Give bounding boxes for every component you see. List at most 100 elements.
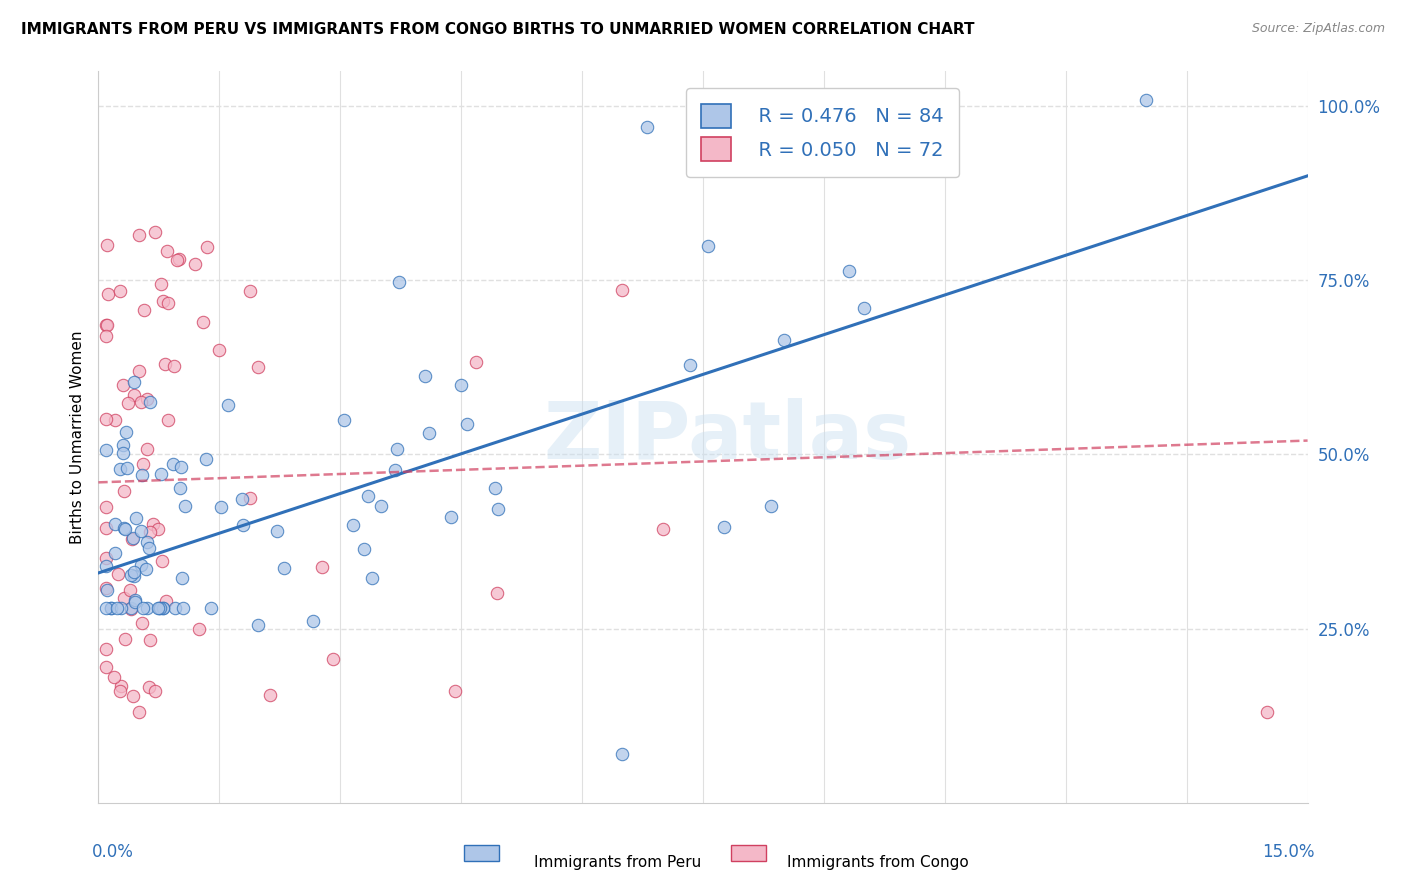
Point	[153, 357, 176, 371]
Point	[136, 534, 159, 549]
Point	[173, 499, 195, 513]
Point	[132, 457, 155, 471]
Point	[96, 442, 118, 457]
Point	[143, 684, 166, 698]
Point	[132, 600, 155, 615]
Point	[1256, 705, 1278, 719]
Legend:   R = 0.476   N = 84,   R = 0.050   N = 72: R = 0.476 N = 84, R = 0.050 N = 72	[686, 88, 959, 177]
Point	[146, 600, 169, 615]
Point	[152, 294, 174, 309]
Point	[465, 355, 488, 369]
Point	[118, 582, 141, 597]
Point	[103, 670, 125, 684]
Point	[96, 328, 118, 343]
Point	[370, 500, 392, 514]
Point	[120, 568, 142, 582]
Text: Source: ZipAtlas.com: Source: ZipAtlas.com	[1251, 22, 1385, 36]
Point	[184, 257, 207, 271]
Point	[838, 263, 860, 277]
Point	[121, 532, 143, 546]
Point	[759, 500, 782, 514]
Point	[112, 446, 135, 460]
Point	[96, 600, 118, 615]
Point	[166, 252, 188, 267]
Point	[117, 461, 139, 475]
Point	[342, 517, 364, 532]
Point	[149, 600, 172, 615]
Point	[149, 277, 172, 291]
Point	[484, 481, 506, 495]
Point	[110, 679, 132, 693]
Point	[121, 689, 143, 703]
Point	[96, 581, 118, 595]
Point	[169, 481, 191, 495]
Point	[152, 600, 174, 615]
Point	[146, 522, 169, 536]
Point	[128, 364, 150, 378]
Point	[96, 551, 118, 566]
Point	[96, 642, 118, 657]
Point	[96, 559, 118, 574]
Point	[120, 600, 142, 615]
Point	[96, 500, 118, 514]
Point	[135, 561, 157, 575]
Point	[122, 387, 145, 401]
Point	[152, 600, 174, 615]
Point	[170, 460, 193, 475]
Point	[353, 542, 375, 557]
Point	[247, 359, 270, 374]
Point	[450, 378, 472, 392]
Point	[193, 315, 215, 329]
Point	[124, 595, 146, 609]
Point	[239, 284, 262, 298]
Point	[100, 600, 122, 615]
Point	[120, 602, 142, 616]
Point	[110, 600, 132, 615]
Point	[485, 586, 508, 600]
Point	[117, 396, 139, 410]
Point	[444, 683, 467, 698]
Point	[111, 438, 134, 452]
Point	[96, 318, 118, 333]
Point	[486, 501, 509, 516]
Point	[122, 375, 145, 389]
Point	[273, 560, 295, 574]
Point	[108, 285, 131, 299]
Point	[713, 520, 735, 534]
Point	[172, 600, 194, 615]
Point	[150, 467, 173, 482]
Point	[112, 591, 135, 606]
Point	[138, 680, 160, 694]
Point	[104, 516, 127, 531]
Point	[135, 442, 157, 457]
Point	[209, 500, 232, 515]
Point	[163, 359, 186, 374]
Text: 0.0%: 0.0%	[91, 843, 134, 861]
Point	[148, 600, 170, 615]
Point	[105, 600, 128, 615]
Point	[136, 600, 159, 615]
Point	[131, 615, 153, 630]
Point	[1135, 93, 1157, 107]
Point	[217, 398, 239, 412]
Point	[107, 566, 129, 581]
Text: ZIPatlas: ZIPatlas	[543, 398, 911, 476]
Point	[112, 484, 135, 499]
Point	[108, 683, 131, 698]
Point	[142, 516, 165, 531]
Point	[128, 227, 150, 242]
Point	[266, 524, 288, 538]
Text: IMMIGRANTS FROM PERU VS IMMIGRANTS FROM CONGO BIRTHS TO UNMARRIED WOMEN CORRELAT: IMMIGRANTS FROM PERU VS IMMIGRANTS FROM …	[21, 22, 974, 37]
Point	[259, 688, 281, 702]
Point	[134, 302, 156, 317]
Point	[170, 571, 193, 585]
Point	[97, 287, 120, 301]
Point	[96, 520, 118, 534]
Point	[139, 633, 162, 648]
Point	[129, 395, 152, 409]
Point	[162, 457, 184, 471]
Point	[96, 660, 118, 674]
Point	[108, 461, 131, 475]
Point	[418, 426, 440, 441]
Point	[772, 333, 794, 347]
